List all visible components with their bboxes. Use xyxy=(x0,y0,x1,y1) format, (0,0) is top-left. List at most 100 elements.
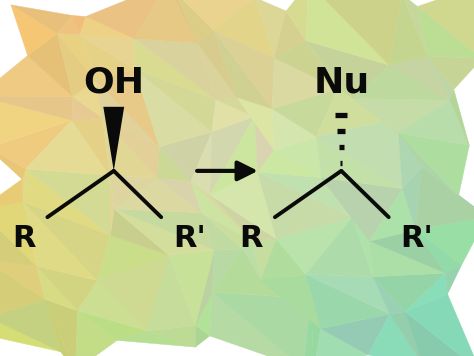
Polygon shape xyxy=(11,5,72,33)
Polygon shape xyxy=(253,239,276,280)
Polygon shape xyxy=(135,69,212,147)
Polygon shape xyxy=(110,209,169,255)
Polygon shape xyxy=(159,132,212,181)
Polygon shape xyxy=(306,274,390,314)
Polygon shape xyxy=(373,273,445,312)
Polygon shape xyxy=(272,109,316,150)
Polygon shape xyxy=(0,299,61,352)
Polygon shape xyxy=(80,16,135,39)
Polygon shape xyxy=(109,176,158,209)
Polygon shape xyxy=(399,133,458,196)
Polygon shape xyxy=(135,39,216,100)
Polygon shape xyxy=(405,294,474,356)
Polygon shape xyxy=(201,213,243,250)
Polygon shape xyxy=(75,311,117,356)
Polygon shape xyxy=(354,65,450,100)
Polygon shape xyxy=(450,89,469,145)
Polygon shape xyxy=(23,202,110,281)
Polygon shape xyxy=(197,43,237,100)
Polygon shape xyxy=(0,96,73,120)
Polygon shape xyxy=(103,107,124,171)
Polygon shape xyxy=(11,5,57,56)
Polygon shape xyxy=(421,167,474,216)
Polygon shape xyxy=(416,216,474,265)
Polygon shape xyxy=(176,0,214,43)
Text: Nu: Nu xyxy=(313,66,369,100)
Polygon shape xyxy=(402,0,427,56)
Polygon shape xyxy=(212,249,243,292)
Polygon shape xyxy=(243,241,261,280)
Polygon shape xyxy=(214,30,274,109)
Polygon shape xyxy=(195,326,210,347)
Polygon shape xyxy=(212,100,255,132)
Polygon shape xyxy=(23,202,98,281)
Polygon shape xyxy=(80,35,135,80)
Polygon shape xyxy=(416,167,474,230)
Polygon shape xyxy=(26,169,110,235)
Polygon shape xyxy=(272,89,338,137)
Polygon shape xyxy=(370,189,416,241)
Polygon shape xyxy=(286,0,309,41)
Polygon shape xyxy=(114,209,215,255)
Polygon shape xyxy=(405,273,447,312)
Polygon shape xyxy=(196,250,215,326)
Polygon shape xyxy=(169,250,215,326)
Polygon shape xyxy=(166,0,197,43)
Polygon shape xyxy=(23,169,110,235)
Polygon shape xyxy=(354,99,399,133)
Polygon shape xyxy=(274,41,338,89)
Polygon shape xyxy=(197,30,237,98)
Polygon shape xyxy=(0,317,61,352)
Polygon shape xyxy=(210,172,276,239)
Polygon shape xyxy=(78,281,147,331)
Polygon shape xyxy=(427,56,454,100)
Polygon shape xyxy=(86,0,166,39)
Polygon shape xyxy=(36,266,78,311)
Polygon shape xyxy=(399,133,469,196)
Polygon shape xyxy=(237,98,274,150)
Polygon shape xyxy=(191,132,212,195)
Polygon shape xyxy=(261,274,321,329)
Polygon shape xyxy=(311,298,321,356)
Polygon shape xyxy=(321,178,370,241)
Polygon shape xyxy=(147,326,196,347)
Text: R: R xyxy=(239,224,263,253)
Polygon shape xyxy=(135,69,216,132)
Polygon shape xyxy=(258,172,353,217)
Polygon shape xyxy=(158,147,191,181)
Polygon shape xyxy=(418,6,474,58)
Polygon shape xyxy=(98,255,169,331)
Polygon shape xyxy=(303,298,314,356)
Polygon shape xyxy=(373,277,405,314)
Polygon shape xyxy=(255,0,286,58)
Polygon shape xyxy=(210,116,255,195)
Polygon shape xyxy=(45,299,78,356)
Polygon shape xyxy=(416,230,462,273)
Polygon shape xyxy=(210,292,303,356)
Polygon shape xyxy=(321,314,390,355)
Polygon shape xyxy=(316,118,402,189)
Polygon shape xyxy=(201,213,253,249)
Polygon shape xyxy=(22,169,26,202)
Polygon shape xyxy=(214,30,272,109)
Polygon shape xyxy=(212,292,311,356)
Polygon shape xyxy=(117,331,195,347)
Polygon shape xyxy=(0,96,72,148)
Polygon shape xyxy=(45,299,75,356)
Polygon shape xyxy=(102,117,158,178)
Polygon shape xyxy=(274,137,321,178)
Polygon shape xyxy=(306,41,389,99)
Polygon shape xyxy=(309,0,402,65)
Polygon shape xyxy=(210,116,258,195)
Polygon shape xyxy=(321,178,402,241)
Polygon shape xyxy=(276,217,353,274)
Polygon shape xyxy=(158,178,201,213)
Polygon shape xyxy=(316,89,397,137)
Polygon shape xyxy=(243,249,311,298)
Polygon shape xyxy=(261,280,321,329)
Polygon shape xyxy=(98,235,169,281)
Polygon shape xyxy=(135,39,216,100)
Polygon shape xyxy=(338,89,397,118)
Polygon shape xyxy=(237,98,274,150)
Polygon shape xyxy=(274,11,306,58)
